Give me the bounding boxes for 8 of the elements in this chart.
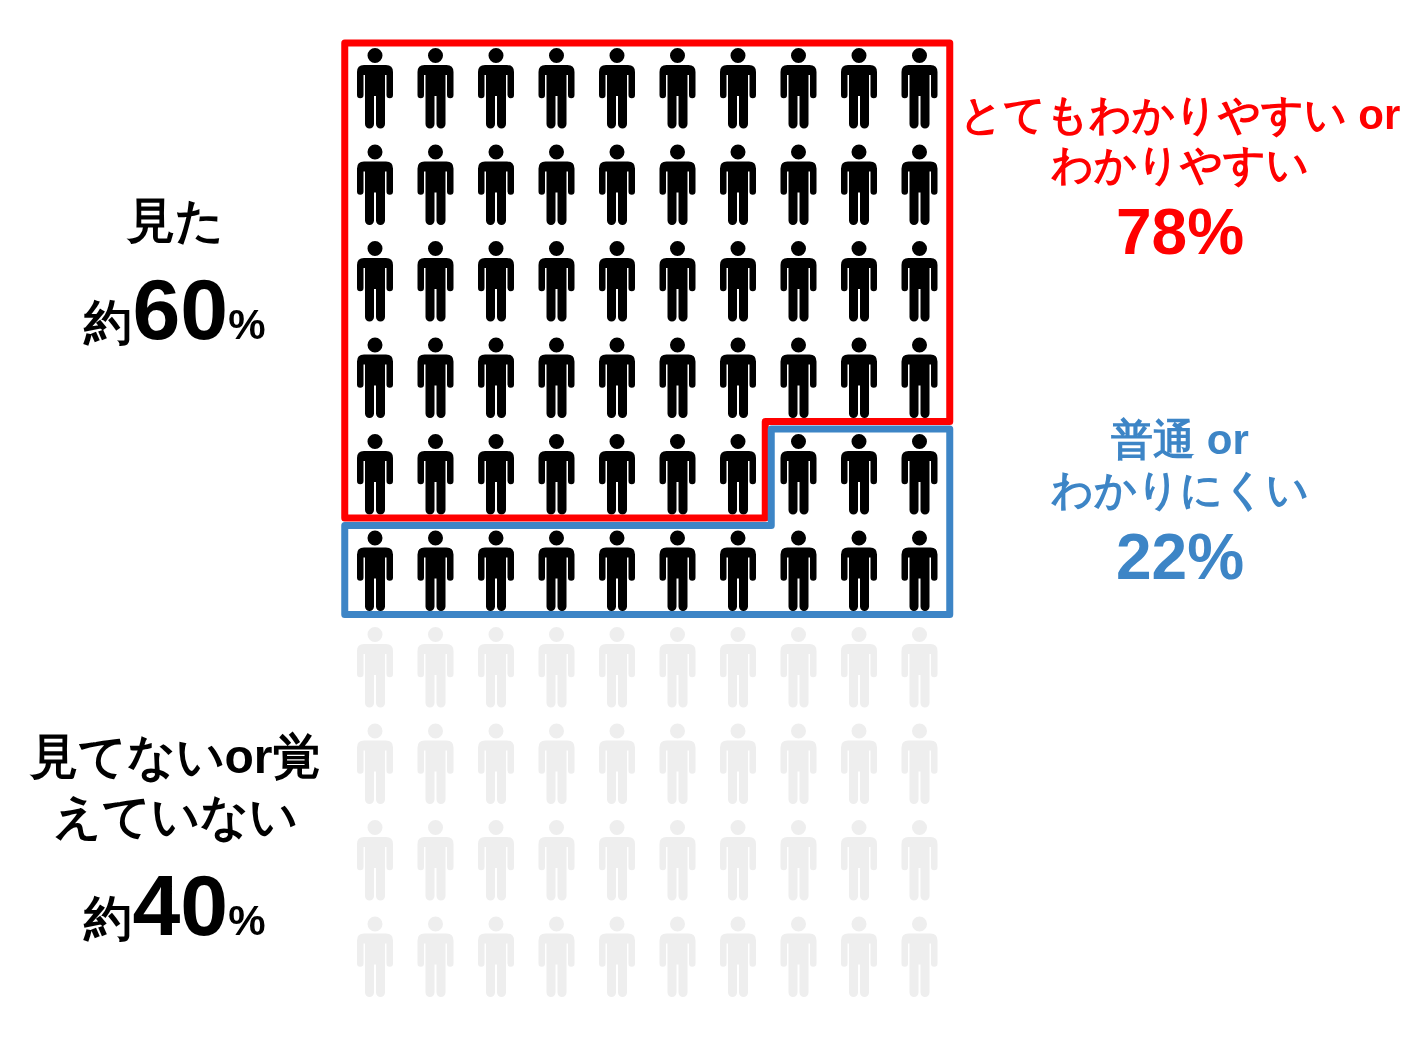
data-label: 22%: [1115, 520, 1245, 593]
category-label: 見てないor覚えていない: [28, 729, 322, 846]
category-label: とてもわかりやすい or わかりやすい: [958, 89, 1402, 190]
category-label: 見た: [125, 192, 225, 249]
data-label: 約40%: [84, 857, 266, 954]
category-label: 普通 or わかりにくい: [1050, 414, 1310, 515]
data-label: 約60%: [84, 260, 266, 357]
data-label: 78%: [1115, 195, 1245, 268]
